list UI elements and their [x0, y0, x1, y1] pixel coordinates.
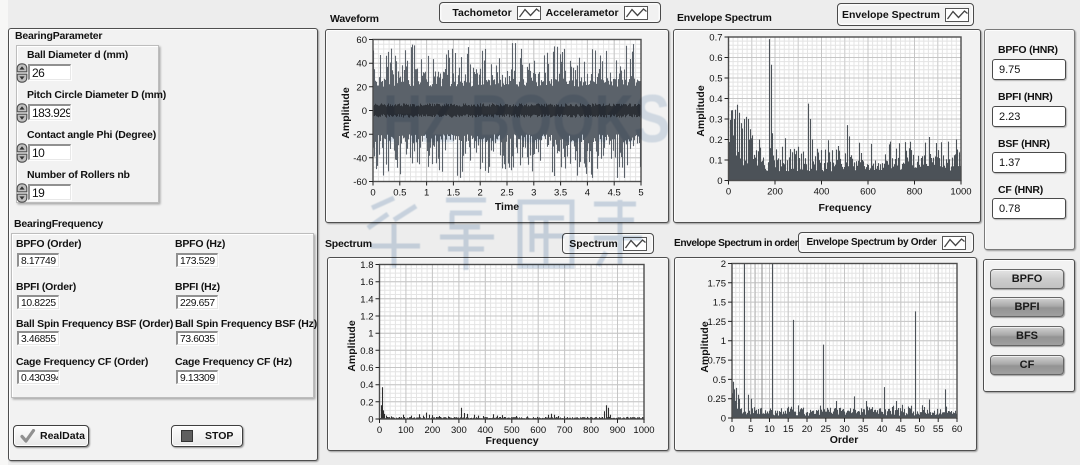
svg-text:600: 600 [530, 425, 546, 436]
svg-text:Order: Order [830, 434, 859, 446]
svg-text:200: 200 [767, 187, 783, 198]
svg-text:1.5: 1.5 [447, 188, 460, 199]
svg-text:400: 400 [814, 187, 830, 198]
svg-text:1000: 1000 [950, 187, 971, 198]
svg-text:40: 40 [877, 424, 888, 435]
svg-text:0.5: 0.5 [709, 74, 722, 85]
svg-text:0.1: 0.1 [709, 156, 722, 167]
svg-text:800: 800 [907, 187, 923, 198]
svg-text:60: 60 [356, 35, 367, 46]
svg-text:0.2: 0.2 [360, 397, 373, 408]
svg-text:0.8: 0.8 [360, 346, 373, 357]
svg-text:0: 0 [721, 414, 726, 425]
svg-text:15: 15 [783, 424, 794, 435]
svg-text:5: 5 [748, 424, 753, 435]
svg-text:0.6: 0.6 [709, 53, 722, 64]
svg-text:2: 2 [478, 188, 483, 199]
svg-text:30: 30 [839, 424, 850, 435]
svg-text:1.2: 1.2 [360, 312, 373, 323]
svg-text:60: 60 [952, 424, 963, 435]
svg-text:1.8: 1.8 [360, 260, 373, 271]
svg-text:Amplitude: Amplitude [695, 85, 707, 136]
svg-text:40: 40 [356, 59, 367, 70]
svg-text:0.4: 0.4 [360, 380, 373, 391]
svg-text:0: 0 [370, 188, 375, 199]
svg-text:0.5: 0.5 [713, 375, 726, 386]
svg-text:-40: -40 [353, 153, 367, 164]
svg-text:3: 3 [531, 188, 536, 199]
svg-text:0: 0 [726, 187, 731, 198]
svg-text:700: 700 [557, 425, 573, 436]
svg-text:Time: Time [495, 201, 519, 213]
svg-text:3.5: 3.5 [554, 188, 567, 199]
svg-text:300: 300 [451, 425, 467, 436]
svg-text:2.5: 2.5 [500, 188, 513, 199]
svg-text:900: 900 [610, 425, 626, 436]
svg-text:Amplitude: Amplitude [346, 320, 358, 371]
svg-text:0.6: 0.6 [360, 363, 373, 374]
svg-text:1.75: 1.75 [708, 278, 727, 289]
svg-text:45: 45 [896, 424, 907, 435]
svg-text:1: 1 [368, 329, 373, 340]
svg-text:-60: -60 [353, 177, 367, 188]
svg-text:Amplitude: Amplitude [699, 321, 711, 372]
svg-text:1.6: 1.6 [360, 277, 373, 288]
svg-text:25: 25 [821, 424, 832, 435]
svg-text:800: 800 [583, 425, 599, 436]
svg-text:0: 0 [368, 415, 373, 426]
svg-text:1: 1 [424, 188, 429, 199]
svg-text:10: 10 [764, 424, 775, 435]
svg-text:5: 5 [638, 188, 643, 199]
svg-text:Amplitude: Amplitude [340, 87, 352, 138]
svg-text:200: 200 [424, 425, 440, 436]
svg-text:1000: 1000 [633, 425, 654, 436]
svg-text:4: 4 [585, 188, 590, 199]
svg-text:Frequency: Frequency [485, 435, 538, 447]
svg-text:0: 0 [362, 106, 367, 117]
svg-text:0.3: 0.3 [709, 115, 722, 126]
svg-text:0.5: 0.5 [393, 188, 406, 199]
svg-text:400: 400 [477, 425, 493, 436]
svg-text:20: 20 [802, 424, 813, 435]
svg-text:500: 500 [504, 425, 520, 436]
svg-text:Frequency: Frequency [818, 202, 871, 214]
svg-text:0: 0 [377, 425, 382, 436]
svg-text:0: 0 [717, 176, 722, 187]
svg-text:1.4: 1.4 [360, 294, 373, 305]
svg-text:20: 20 [356, 82, 367, 93]
svg-text:0.75: 0.75 [708, 356, 727, 367]
svg-text:1.5: 1.5 [713, 298, 726, 309]
svg-text:600: 600 [860, 187, 876, 198]
svg-text:2: 2 [721, 259, 726, 270]
svg-text:1.25: 1.25 [708, 317, 727, 328]
svg-text:50: 50 [914, 424, 925, 435]
svg-text:1: 1 [721, 336, 726, 347]
svg-text:0.25: 0.25 [708, 394, 727, 405]
svg-text:100: 100 [398, 425, 414, 436]
svg-text:-20: -20 [353, 130, 367, 141]
svg-text:35: 35 [858, 424, 869, 435]
svg-text:0: 0 [729, 424, 734, 435]
svg-text:0.2: 0.2 [709, 135, 722, 146]
svg-text:4.5: 4.5 [608, 188, 621, 199]
svg-text:0.4: 0.4 [709, 94, 722, 105]
svg-text:0.7: 0.7 [709, 33, 722, 44]
svg-text:55: 55 [933, 424, 944, 435]
